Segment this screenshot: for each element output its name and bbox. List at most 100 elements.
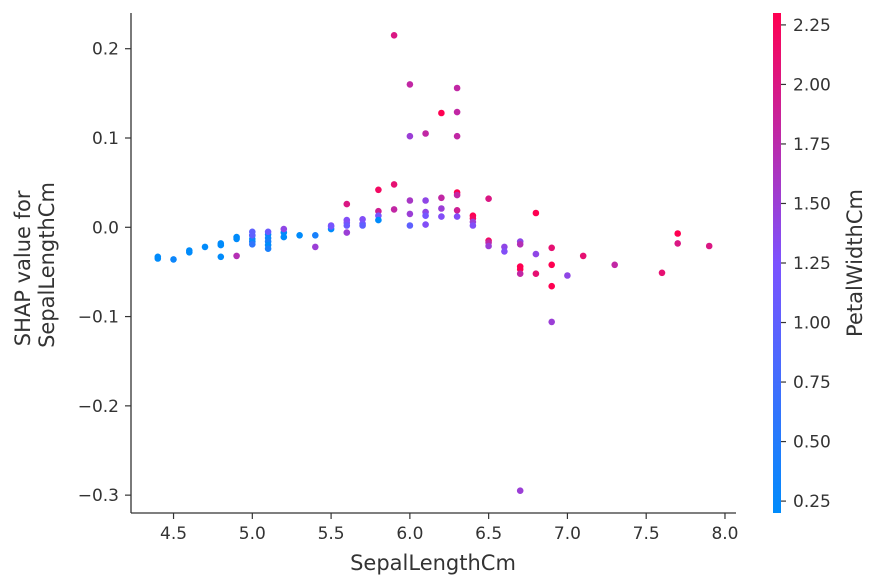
scatter-point	[312, 232, 319, 239]
scatter-point	[532, 250, 540, 258]
colorbar-tick-label: 1.75	[793, 135, 831, 155]
x-tick-label: 6.0	[396, 524, 423, 544]
scatter-point	[453, 108, 461, 116]
scatter-point	[375, 186, 382, 194]
scatter-point	[170, 256, 177, 263]
x-tick-label: 7.0	[554, 524, 581, 544]
scatter-point	[217, 253, 225, 261]
scatter-point	[343, 222, 351, 229]
scatter-point	[249, 232, 256, 239]
scatter-point	[422, 212, 429, 219]
colorbar-tick-label: 1.00	[793, 314, 831, 334]
y-axis-ticks: 0.2 0.1 0.0 −0.1 −0.2 −0.3	[78, 40, 131, 506]
scatter-point	[312, 243, 319, 251]
scatter-point	[375, 216, 382, 224]
scatter-point	[406, 81, 414, 88]
x-tick-label: 8.0	[711, 524, 738, 544]
colorbar-tick-label: 0.50	[793, 433, 831, 453]
scatter-point	[501, 248, 508, 255]
colorbar-tick-label: 1.25	[793, 254, 831, 274]
y-axis-title: SHAP value for SepalLengthCm	[11, 182, 59, 348]
scatter-point	[453, 213, 461, 220]
colorbar-ticks: 2.25 2.00 1.75 1.50 1.25 1.00 0.75 0.50 0.25	[781, 16, 831, 512]
scatter-point	[327, 223, 335, 230]
x-axis-ticks: 4.5 5.0 5.5 6.0 6.5 7.0 7.5 8.0	[160, 513, 738, 544]
scatter-point	[579, 252, 587, 260]
scatter-point	[296, 232, 303, 239]
colorbar	[773, 13, 781, 513]
scatter-point	[201, 243, 209, 251]
scatter-point	[516, 487, 524, 495]
colorbar-tick-label: 0.25	[793, 492, 831, 512]
x-tick-label: 7.5	[633, 524, 660, 544]
scatter-point	[343, 200, 351, 208]
scatter-point	[264, 245, 272, 252]
y-tick-label: −0.2	[78, 397, 119, 417]
y-tick-label: 0.2	[92, 40, 119, 60]
colorbar-tick-label: 2.00	[793, 75, 831, 95]
scatter-point	[359, 222, 366, 229]
scatter-point	[249, 241, 256, 248]
scatter-point	[217, 241, 225, 249]
y-tick-label: 0.0	[92, 218, 119, 238]
x-tick-label: 5.5	[318, 524, 345, 544]
scatter-point	[233, 252, 240, 260]
scatter-point	[233, 235, 240, 243]
scatter-point	[406, 197, 414, 204]
scatter-point	[611, 261, 618, 269]
scatter-point	[469, 222, 477, 229]
scatter-point	[406, 210, 414, 218]
scatter-point	[564, 272, 571, 279]
x-tick-label: 5.0	[239, 524, 266, 544]
colorbar-tick-label: 1.50	[793, 194, 831, 214]
scatter-point	[406, 222, 414, 229]
scatter-point	[516, 270, 524, 278]
scatter-point	[422, 197, 429, 204]
scatter-point	[390, 181, 398, 188]
scatter-point	[453, 84, 461, 92]
scatter-point	[548, 244, 555, 252]
scatter-point	[485, 242, 492, 250]
scatter-point	[516, 241, 524, 248]
scatter-point	[438, 205, 445, 212]
scatter-point	[390, 206, 398, 213]
scatter-point	[658, 269, 666, 277]
scatter-point	[438, 194, 445, 202]
y-tick-label: −0.1	[78, 308, 119, 328]
scatter-point	[453, 132, 461, 140]
scatter-point	[280, 225, 288, 233]
scatter-point	[453, 191, 461, 199]
scatter-point	[674, 230, 681, 237]
scatter-point	[453, 207, 461, 214]
colorbar-tick-label: 2.25	[793, 16, 831, 36]
colorbar-tick-label: 0.75	[793, 373, 831, 393]
x-axis-title: SepalLengthCm	[350, 551, 516, 575]
scatter-point	[343, 229, 351, 236]
scatter-point	[406, 132, 414, 140]
scatter-point	[438, 213, 445, 220]
y-tick-label: 0.1	[92, 129, 119, 149]
scatter-point	[422, 130, 429, 137]
scatter-point	[548, 318, 555, 326]
scatter-points	[154, 32, 713, 495]
scatter-point	[532, 270, 540, 278]
scatter-point	[422, 221, 429, 228]
scatter-point	[548, 282, 555, 290]
scatter-point	[532, 209, 540, 217]
scatter-point	[674, 240, 681, 247]
scatter-point	[390, 32, 398, 39]
y-tick-label: −0.3	[78, 486, 119, 506]
scatter-point	[186, 249, 193, 256]
x-tick-label: 6.5	[475, 524, 502, 544]
y-axis-title-line-2: SepalLengthCm	[35, 182, 59, 348]
colorbar-title: PetalWidthCm	[843, 189, 867, 337]
scatter-point	[438, 109, 445, 117]
y-axis-title-line-1: SHAP value for	[11, 190, 35, 346]
scatter-point	[485, 195, 492, 202]
scatter-point	[154, 255, 162, 262]
scatter-point	[548, 261, 555, 269]
scatter-point	[264, 228, 272, 236]
scatter-point	[705, 242, 713, 250]
